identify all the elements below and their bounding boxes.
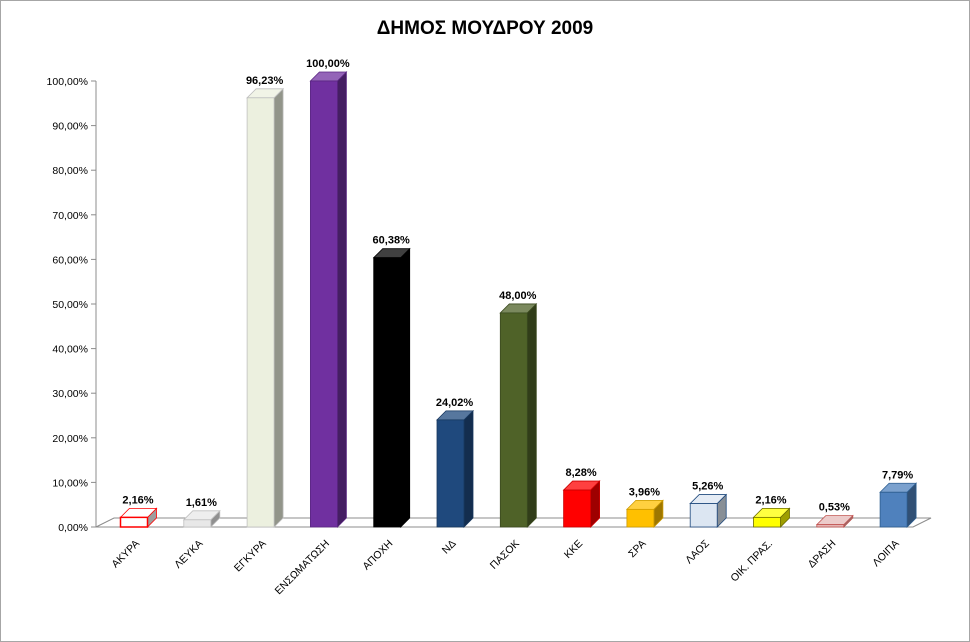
- bar-front: [119, 516, 149, 528]
- bars: [119, 71, 918, 528]
- data-label: 5,26%: [692, 481, 723, 493]
- bar-front: [563, 489, 591, 528]
- data-label: 2,16%: [755, 494, 786, 506]
- bar: [625, 499, 664, 528]
- category-labels: ΑΚΥΡΑ ΛΕΥΚΑ ΕΓΚΥΡΑ ΕΝΣΩΜΑΤΩΣΗ ΑΠΟΧΗ ΝΔ ΠΑΣΟΚ ΚΚ…: [109, 537, 901, 597]
- bar: [436, 409, 474, 528]
- y-tick-label: 50,00%: [52, 299, 88, 311]
- category-label: ΔΡΑΣΗ: [806, 538, 839, 571]
- category-label: ΛΟΙΠΑ: [870, 538, 901, 569]
- bar: [562, 480, 601, 528]
- y-tick-label: 20,00%: [52, 433, 88, 445]
- bar-side: [273, 87, 284, 528]
- y-tick-label: 40,00%: [52, 344, 88, 356]
- bar-front: [436, 419, 465, 528]
- data-label: 1,61%: [186, 497, 217, 509]
- bar-front: [499, 312, 528, 528]
- data-label: 48,00%: [499, 290, 537, 302]
- bar-front: [689, 503, 718, 528]
- category-label: ΑΠΟΧΗ: [360, 538, 395, 573]
- data-label: 2,16%: [122, 494, 153, 506]
- bar-front: [879, 491, 908, 528]
- data-label: 8,28%: [565, 467, 596, 479]
- bar: [182, 509, 221, 528]
- category-label: ΠΑΣΟΚ: [488, 538, 522, 572]
- bar-front: [816, 524, 845, 528]
- y-tick-label: 10,00%: [52, 477, 88, 489]
- bar-front: [753, 516, 781, 528]
- bar-front: [373, 257, 402, 528]
- data-label: 100,00%: [306, 58, 350, 70]
- bar-front: [183, 519, 212, 528]
- category-label: ΛΕΥΚΑ: [172, 538, 205, 571]
- category-label: ΚΚΕ: [562, 538, 585, 561]
- bar-front: [309, 80, 338, 528]
- bar-side: [463, 409, 474, 528]
- data-label: 24,02%: [436, 397, 474, 409]
- bar: [372, 247, 411, 528]
- category-label: ΕΓΚΥΡΑ: [232, 538, 269, 575]
- y-tick-label: 30,00%: [52, 388, 88, 400]
- bar-side: [526, 302, 537, 528]
- data-label: 96,23%: [246, 75, 284, 87]
- bar: [119, 507, 158, 528]
- y-tick-labels: 0,00% 10,00% 20,00% 30,00% 40,00% 50,00% 60,00…: [47, 76, 88, 534]
- category-label: ΝΔ: [440, 538, 459, 557]
- y-axis: [91, 80, 97, 528]
- bar: [752, 507, 791, 528]
- chart-title: ΔΗΜΟΣ ΜΟΥΔΡΟΥ 2009: [377, 18, 594, 39]
- bar: [499, 302, 538, 528]
- data-label: 7,79%: [882, 469, 913, 481]
- bar: [879, 482, 918, 528]
- bar: [309, 71, 348, 528]
- category-label: ΛΑΟΣ: [683, 537, 712, 566]
- y-tick-label: 70,00%: [52, 210, 88, 222]
- data-labels: 2,16% 1,61% 96,23% 100,00% 60,38% 24,02% 48,00…: [122, 58, 913, 514]
- bar: [689, 493, 728, 528]
- bar-side: [400, 247, 411, 528]
- y-tick-label: 100,00%: [47, 76, 88, 88]
- y-tick-label: 80,00%: [52, 165, 88, 177]
- y-tick-label: 60,00%: [52, 254, 88, 266]
- bar-side: [336, 71, 347, 528]
- data-label: 0,53%: [819, 502, 850, 514]
- bar-front: [246, 97, 275, 528]
- y-tick-label: 90,00%: [52, 121, 88, 133]
- data-label: 60,38%: [373, 235, 411, 247]
- bar-front: [626, 508, 655, 528]
- category-label: ΣΡΑ: [626, 538, 648, 560]
- category-label: ΑΚΥΡΑ: [109, 538, 142, 571]
- y-tick-label: 0,00%: [58, 522, 88, 534]
- bar: [246, 87, 285, 528]
- data-label: 3,96%: [629, 486, 660, 498]
- category-label: ΕΝΣΩΜΑΤΩΣΗ: [273, 538, 332, 597]
- category-label: ΟΙΚ. ΠΡΑΣ.: [728, 538, 775, 585]
- bar: [815, 514, 854, 528]
